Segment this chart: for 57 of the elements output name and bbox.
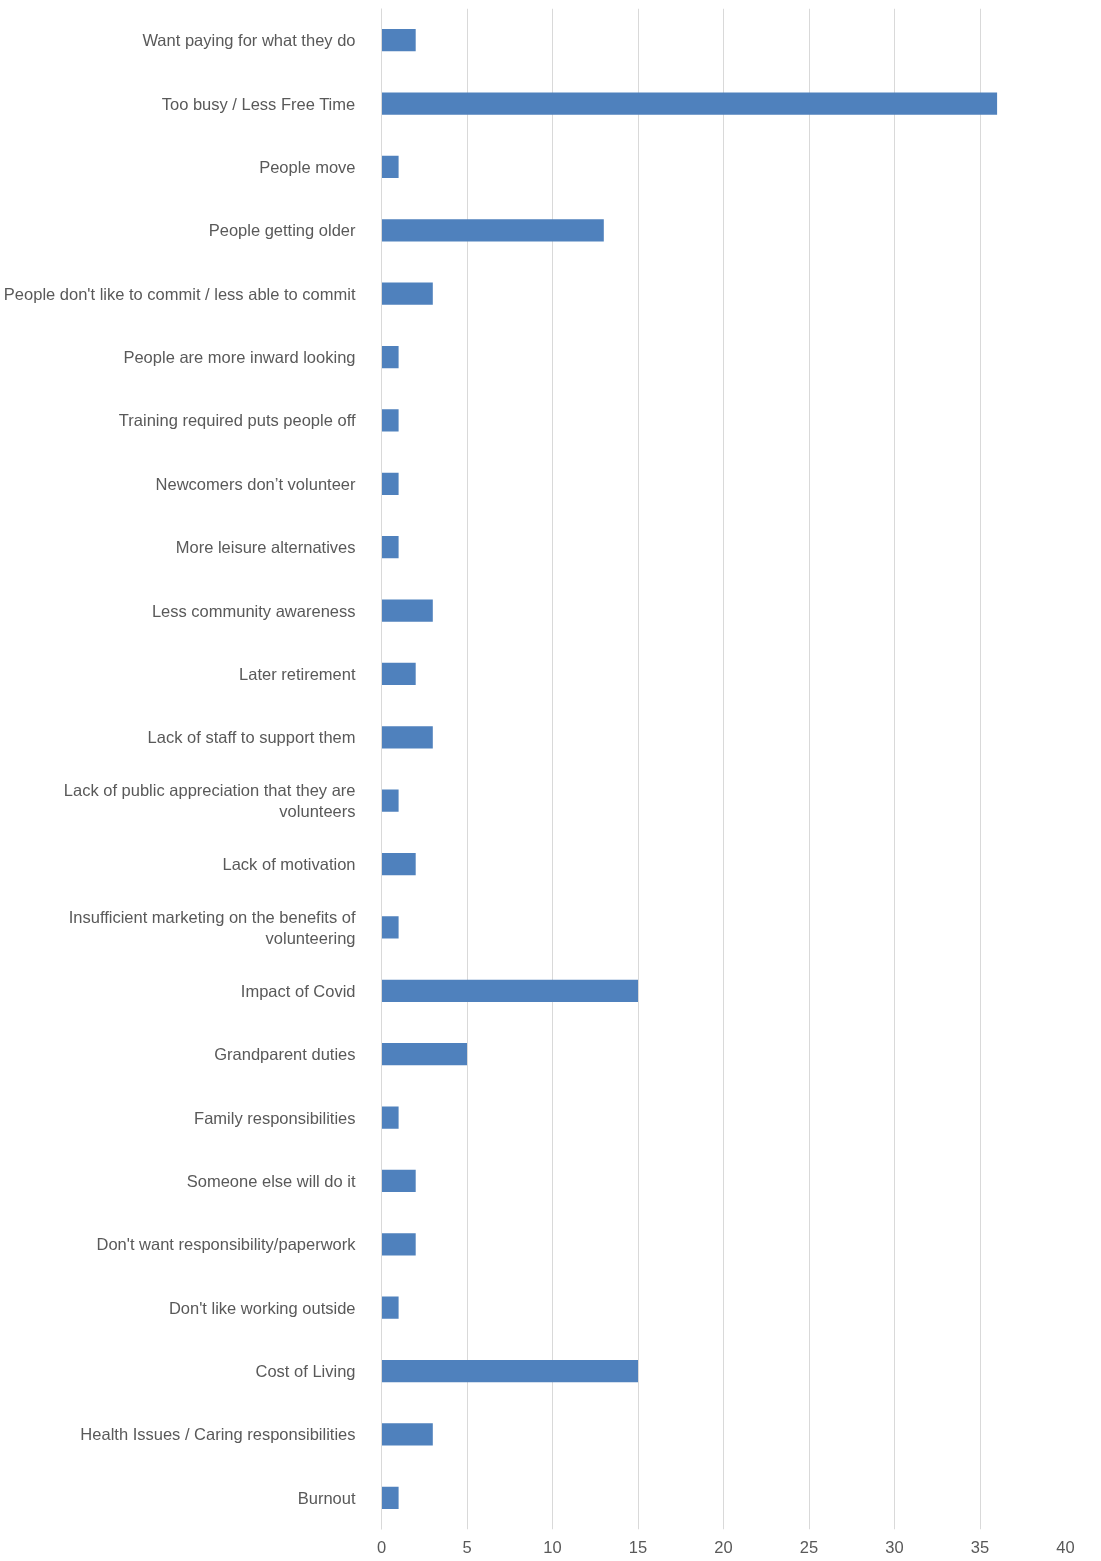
bar — [381, 1169, 416, 1193]
bar — [381, 282, 433, 305]
bar — [381, 852, 416, 876]
x-tick-label: 35 — [970, 1537, 990, 1556]
y-tick-label: Lack of public appreciation that they are volunteers — [63, 780, 356, 821]
x-tick-label: 0 — [376, 1537, 387, 1556]
bar — [381, 219, 604, 242]
bar — [381, 1106, 399, 1129]
bar — [381, 599, 433, 622]
x-tick-label: 5 — [462, 1537, 472, 1556]
bar — [381, 789, 399, 812]
bar — [381, 1423, 433, 1446]
y-tick-label: Later retirement — [239, 664, 356, 683]
y-tick-label: Health Issues / Caring responsibilities — [80, 1425, 356, 1444]
y-tick-label: Insufficient marketing on the benefits of volunteering — [68, 907, 356, 948]
x-tick-label: 15 — [628, 1537, 648, 1556]
y-tick-label: Want paying for what they do — [142, 31, 356, 50]
x-tick-label: 10 — [543, 1537, 562, 1556]
y-tick-label: Newcomers don’t volunteer — [155, 474, 357, 493]
y-tick-label: More leisure alternatives — [175, 538, 356, 557]
x-tick-label: 30 — [885, 1537, 904, 1556]
bar — [381, 155, 399, 179]
bar — [381, 29, 416, 52]
bar — [381, 1233, 416, 1256]
bar — [381, 662, 416, 686]
bar — [381, 979, 638, 1002]
y-tick-label: Impact of Covid — [240, 981, 356, 1000]
x-tick-label: 25 — [799, 1537, 819, 1556]
y-tick-label: Someone else will do it — [186, 1171, 356, 1190]
bar — [381, 726, 433, 749]
y-tick-label: Too busy / Less Free Time — [161, 94, 356, 113]
y-tick-label: Lack of motivation — [222, 855, 356, 874]
y-tick-label: Don't like working outside — [168, 1298, 356, 1317]
bar — [381, 916, 399, 939]
bar — [381, 409, 399, 432]
bar — [381, 1296, 399, 1319]
y-tick-label: Don't want responsibility/paperwork — [96, 1235, 357, 1254]
y-tick-label: Family responsibilities — [194, 1108, 356, 1127]
bar — [381, 92, 998, 115]
y-tick-label: Training required puts people off — [118, 411, 356, 430]
y-tick-label: People move — [259, 157, 356, 176]
y-tick-label: Cost of Living — [255, 1362, 356, 1381]
bar — [381, 345, 399, 369]
x-tick-label: 20 — [714, 1537, 733, 1556]
y-tick-label: People getting older — [208, 221, 357, 240]
bar — [381, 472, 399, 495]
bar — [381, 1043, 467, 1066]
y-tick-label: Grandparent duties — [214, 1045, 356, 1064]
y-tick-label: Burnout — [297, 1488, 356, 1507]
bar — [381, 1359, 638, 1383]
x-tick-label: 40 — [1056, 1537, 1075, 1556]
bar — [381, 536, 399, 559]
bar — [381, 1486, 399, 1509]
y-tick-label: People are more inward looking — [123, 348, 356, 367]
y-tick-label: Lack of staff to support them — [147, 728, 356, 747]
y-tick-label: People don't like to commit / less able to commit — [3, 284, 356, 303]
y-tick-label: Less community awareness — [151, 601, 356, 620]
